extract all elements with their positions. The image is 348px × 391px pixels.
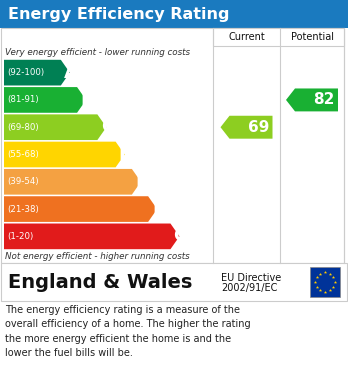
Bar [1,28,344,263]
Text: EU Directive: EU Directive [221,273,281,283]
Polygon shape [4,196,157,222]
Text: 82: 82 [314,92,335,108]
Polygon shape [4,87,86,113]
Text: Not energy efficient - higher running costs: Not energy efficient - higher running co… [5,252,190,261]
Text: (81-91): (81-91) [7,95,39,104]
Polygon shape [4,224,180,249]
Text: (55-68): (55-68) [7,150,39,159]
Bar [0,0,348,28]
Bar [310,267,340,297]
Text: England & Wales: England & Wales [8,273,192,292]
Polygon shape [4,115,106,140]
Text: G: G [173,227,188,246]
Text: (1-20): (1-20) [7,232,33,241]
Text: D: D [118,145,133,163]
Text: A: A [64,64,78,82]
Text: (21-38): (21-38) [7,204,39,213]
Bar [213,28,344,46]
Text: The energy efficiency rating is a measure of the
overall efficiency of a home. T: The energy efficiency rating is a measur… [5,305,251,358]
Text: E: E [136,173,148,191]
Text: Energy Efficiency Rating: Energy Efficiency Rating [8,7,229,22]
Text: Very energy efficient - lower running costs: Very energy efficient - lower running co… [5,48,190,57]
Text: 69: 69 [248,120,269,135]
Polygon shape [4,169,141,195]
Text: F: F [152,200,164,218]
Bar [1,263,347,301]
Text: (69-80): (69-80) [7,123,39,132]
Polygon shape [286,88,338,111]
Text: B: B [80,91,94,109]
Text: 2002/91/EC: 2002/91/EC [221,283,277,293]
Text: C: C [101,118,114,136]
Text: (39-54): (39-54) [7,177,39,186]
Polygon shape [4,60,70,86]
Text: Potential: Potential [291,32,333,42]
Polygon shape [4,142,125,167]
Text: Current: Current [228,32,265,42]
Polygon shape [221,116,272,139]
Text: (92-100): (92-100) [7,68,44,77]
